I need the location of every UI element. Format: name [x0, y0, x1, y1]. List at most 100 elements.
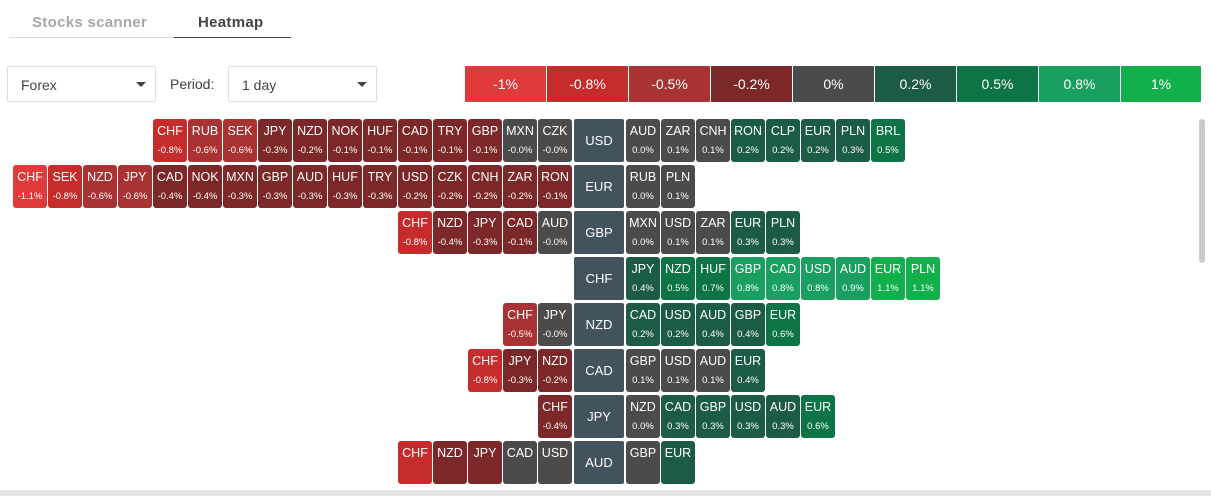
heatmap-cell[interactable]: CLP 0.2%	[766, 119, 800, 162]
heatmap-cell[interactable]: CZK -0.0%	[538, 119, 572, 162]
heatmap-cell[interactable]: HUF -0.1%	[363, 119, 397, 162]
heatmap-cell[interactable]: USD -0.2%	[398, 165, 432, 208]
heatmap-cell[interactable]: NZD	[433, 441, 467, 484]
heatmap-cell[interactable]: RON -0.1%	[538, 165, 572, 208]
heatmap-cell[interactable]: NZD -0.6%	[83, 165, 117, 208]
heatmap-cell[interactable]: CNH -0.2%	[468, 165, 502, 208]
heatmap-cell[interactable]: NZD 0.5%	[661, 257, 695, 300]
base-currency-aud[interactable]: AUD	[574, 441, 624, 484]
heatmap-cell[interactable]: CAD -0.1%	[398, 119, 432, 162]
heatmap-cell[interactable]: CNH 0.1%	[696, 119, 730, 162]
base-currency-cad[interactable]: CAD	[574, 349, 624, 392]
heatmap-cell[interactable]: ZAR 0.1%	[696, 211, 730, 254]
heatmap-cell[interactable]: CAD -0.1%	[503, 211, 537, 254]
cell-symbol: JPY	[508, 354, 532, 368]
vertical-scrollbar[interactable]	[1199, 119, 1205, 263]
heatmap-cell[interactable]: EUR 0.6%	[766, 303, 800, 346]
heatmap-cell[interactable]: EUR 0.2%	[801, 119, 835, 162]
base-currency-gbp[interactable]: GBP	[574, 211, 624, 254]
tab-heatmap[interactable]: Heatmap	[174, 8, 291, 38]
heatmap-cell[interactable]: GBP 0.4%	[731, 303, 765, 346]
heatmap-cell[interactable]: AUD -0.0%	[538, 211, 572, 254]
heatmap-cell[interactable]: EUR 0.4%	[731, 349, 765, 392]
heatmap-cell[interactable]: CHF -0.8%	[153, 119, 187, 162]
heatmap-cell[interactable]: JPY 0.4%	[626, 257, 660, 300]
heatmap-cell[interactable]: AUD 0.1%	[696, 349, 730, 392]
heatmap-cell[interactable]: GBP -0.1%	[468, 119, 502, 162]
heatmap-cell[interactable]: NOK -0.4%	[188, 165, 222, 208]
heatmap-cell[interactable]: CAD 0.3%	[661, 395, 695, 438]
heatmap-cell[interactable]: NZD -0.4%	[433, 211, 467, 254]
heatmap-cell[interactable]: JPY -0.6%	[118, 165, 152, 208]
heatmap-cell[interactable]: JPY -0.3%	[503, 349, 537, 392]
heatmap-cell[interactable]: EUR	[661, 441, 695, 484]
heatmap-cell[interactable]: AUD 0.3%	[766, 395, 800, 438]
heatmap-cell[interactable]: USD 0.2%	[661, 303, 695, 346]
heatmap-cell[interactable]: JPY	[468, 441, 502, 484]
heatmap-cell[interactable]: MXN -0.0%	[503, 119, 537, 162]
heatmap-cell[interactable]: AUD 0.9%	[836, 257, 870, 300]
heatmap-cell[interactable]: AUD 0.4%	[696, 303, 730, 346]
heatmap-cell[interactable]: EUR 0.3%	[731, 211, 765, 254]
heatmap-cell[interactable]: GBP	[626, 441, 660, 484]
heatmap-cell[interactable]: USD 0.1%	[661, 349, 695, 392]
heatmap-cell[interactable]: GBP 0.8%	[731, 257, 765, 300]
market-select[interactable]: Forex	[7, 66, 156, 102]
heatmap-cell[interactable]: PLN 0.3%	[766, 211, 800, 254]
heatmap-cell[interactable]: NZD -0.2%	[538, 349, 572, 392]
heatmap-cell[interactable]: AUD -0.3%	[293, 165, 327, 208]
heatmap-cell[interactable]: MXN 0.0%	[626, 211, 660, 254]
heatmap-cell[interactable]: RUB -0.6%	[188, 119, 222, 162]
heatmap-cell[interactable]: JPY -0.3%	[258, 119, 292, 162]
heatmap-cell[interactable]: ZAR -0.2%	[503, 165, 537, 208]
heatmap-cell[interactable]: CHF -0.8%	[468, 349, 502, 392]
heatmap-cell[interactable]: HUF 0.7%	[696, 257, 730, 300]
heatmap-cell[interactable]: AUD 0.0%	[626, 119, 660, 162]
heatmap-cell[interactable]: USD 0.3%	[731, 395, 765, 438]
heatmap-cell[interactable]: RUB 0.0%	[626, 165, 660, 208]
heatmap-cell[interactable]: ZAR 0.1%	[661, 119, 695, 162]
heatmap-cell[interactable]: MXN -0.3%	[223, 165, 257, 208]
base-currency-nzd[interactable]: NZD	[574, 303, 624, 346]
heatmap-cell[interactable]: TRY -0.3%	[363, 165, 397, 208]
heatmap-cell[interactable]: HUF -0.3%	[328, 165, 362, 208]
heatmap-cell[interactable]: NZD 0.0%	[626, 395, 660, 438]
heatmap-cell[interactable]: CAD -0.4%	[153, 165, 187, 208]
heatmap-cell[interactable]: BRL 0.5%	[871, 119, 905, 162]
heatmap-cell[interactable]: PLN 0.1%	[661, 165, 695, 208]
heatmap-cell[interactable]: PLN 0.3%	[836, 119, 870, 162]
heatmap-cell[interactable]: JPY -0.0%	[538, 303, 572, 346]
heatmap-cell[interactable]: CHF	[398, 441, 432, 484]
heatmap-cell[interactable]: GBP 0.3%	[696, 395, 730, 438]
base-currency-eur[interactable]: EUR	[574, 165, 624, 208]
heatmap-cell[interactable]: USD 0.1%	[661, 211, 695, 254]
heatmap-cell[interactable]: NOK -0.1%	[328, 119, 362, 162]
heatmap-cell[interactable]: EUR 1.1%	[871, 257, 905, 300]
heatmap-cell[interactable]: SEK -0.8%	[48, 165, 82, 208]
heatmap-cell[interactable]: CAD 0.2%	[626, 303, 660, 346]
heatmap-cell[interactable]: CHF -0.8%	[398, 211, 432, 254]
heatmap-cell[interactable]: SEK -0.6%	[223, 119, 257, 162]
base-currency-chf[interactable]: CHF	[574, 257, 624, 300]
heatmap-cell[interactable]: TRY -0.1%	[433, 119, 467, 162]
heatmap-cell[interactable]: PLN 1.1%	[906, 257, 940, 300]
heatmap-cell[interactable]: CHF -0.4%	[538, 395, 572, 438]
tab-stocks-scanner[interactable]: Stocks scanner	[9, 8, 174, 38]
heatmap-cell[interactable]: RON 0.2%	[731, 119, 765, 162]
heatmap-cell[interactable]: CAD 0.8%	[766, 257, 800, 300]
horizontal-scrollbar[interactable]	[0, 490, 1211, 496]
heatmap-cell[interactable]: CHF -0.5%	[503, 303, 537, 346]
heatmap-cell[interactable]: GBP 0.1%	[626, 349, 660, 392]
heatmap-cell[interactable]: JPY -0.3%	[468, 211, 502, 254]
period-select[interactable]: 1 day	[228, 66, 377, 102]
heatmap-cell[interactable]: GBP -0.3%	[258, 165, 292, 208]
heatmap-cell[interactable]: EUR 0.6%	[801, 395, 835, 438]
heatmap-cell[interactable]: CHF -1.1%	[13, 165, 47, 208]
heatmap-cell[interactable]: CZK -0.2%	[433, 165, 467, 208]
heatmap-cell[interactable]: NZD -0.2%	[293, 119, 327, 162]
heatmap-cell[interactable]: CAD	[503, 441, 537, 484]
base-currency-jpy[interactable]: JPY	[574, 395, 624, 438]
heatmap-cell[interactable]: USD 0.8%	[801, 257, 835, 300]
base-currency-usd[interactable]: USD	[574, 119, 624, 162]
heatmap-cell[interactable]: USD	[538, 441, 572, 484]
